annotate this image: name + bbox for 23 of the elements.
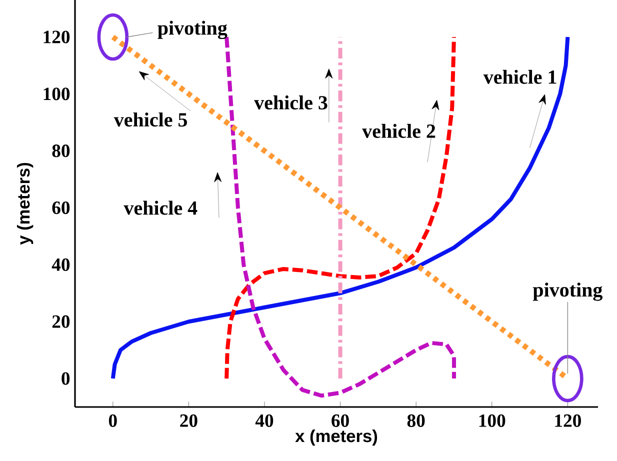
x-axis-title: x (meters) — [295, 429, 378, 446]
text: vehicle 4 — [124, 200, 198, 215]
series-label: vehicle 3 — [254, 95, 328, 110]
x-tick-label: 100 — [479, 414, 506, 427]
x-tick-label: 20 — [180, 414, 198, 427]
annotation: pivoting — [158, 20, 228, 40]
x-tick-label: 0 — [108, 414, 117, 427]
x-tick-label: 80 — [407, 414, 425, 427]
y-tick-label: 40 — [52, 258, 70, 271]
series-label: vehicle 5 — [114, 112, 187, 127]
y-tick-label: 80 — [52, 144, 70, 158]
x-tick-label: 120 — [555, 414, 581, 427]
x-tick-label: 40 — [255, 414, 274, 427]
y-tick-label: 100 — [44, 88, 70, 100]
y-tick-label: 0 — [62, 372, 70, 385]
y-tick-label: 60 — [52, 201, 70, 214]
y-tick-label: 120 — [44, 30, 70, 44]
series-label: vehicle 2 — [362, 124, 436, 138]
y-axis-title: y (meters) — [16, 162, 34, 245]
annotation: pivoting — [532, 282, 603, 301]
x-tick-label: 60 — [332, 414, 349, 427]
series-label: vehicle 1 — [483, 70, 556, 84]
y-tick-label: 20 — [52, 315, 70, 328]
